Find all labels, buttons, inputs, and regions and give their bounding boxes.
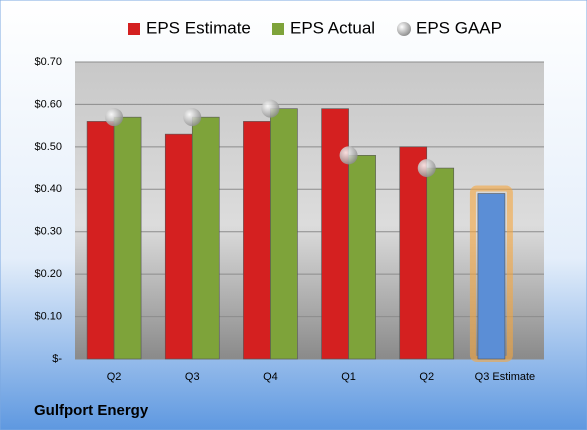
gaap-marker bbox=[105, 108, 124, 127]
y-tick-label: $0.10 bbox=[34, 310, 62, 322]
bar bbox=[321, 108, 349, 360]
bar bbox=[164, 133, 193, 360]
x-tick-label: Q4 bbox=[263, 371, 278, 383]
chart-title: Gulfport Energy bbox=[34, 402, 149, 419]
x-tick-label: Q2 bbox=[419, 371, 434, 383]
legend-label: EPS Actual bbox=[290, 18, 375, 37]
legend-label: EPS GAAP bbox=[416, 18, 502, 37]
legend-label: EPS Estimate bbox=[146, 18, 251, 37]
bar bbox=[399, 146, 428, 360]
y-tick-label: $0.30 bbox=[34, 226, 62, 238]
x-tick-label: Q1 bbox=[341, 371, 356, 383]
y-tick-label: $0.70 bbox=[34, 56, 62, 68]
legend-swatch bbox=[128, 23, 140, 35]
bar bbox=[477, 193, 506, 360]
bar bbox=[426, 167, 455, 360]
x-tick-label: Q3 bbox=[185, 371, 200, 383]
x-tick-label: Q3 Estimate bbox=[475, 371, 536, 383]
gaap-marker bbox=[339, 146, 358, 165]
y-tick-label: $0.60 bbox=[34, 98, 62, 110]
gaap-marker bbox=[417, 159, 436, 178]
bar bbox=[113, 116, 142, 360]
bar bbox=[191, 116, 220, 360]
y-tick-label: $0.40 bbox=[34, 183, 62, 195]
bar bbox=[270, 108, 298, 360]
plot-area bbox=[75, 62, 544, 359]
legend-swatch bbox=[272, 23, 284, 35]
legend-swatch bbox=[397, 22, 411, 36]
y-tick-label: $- bbox=[52, 353, 62, 365]
y-tick-label: $0.20 bbox=[34, 268, 62, 280]
y-tick-label: $0.50 bbox=[34, 141, 62, 153]
gaap-marker bbox=[261, 99, 280, 118]
bar bbox=[243, 121, 271, 360]
gaap-marker bbox=[183, 108, 202, 127]
bar bbox=[348, 155, 376, 360]
bar bbox=[86, 121, 115, 360]
x-tick-label: Q2 bbox=[107, 371, 122, 383]
